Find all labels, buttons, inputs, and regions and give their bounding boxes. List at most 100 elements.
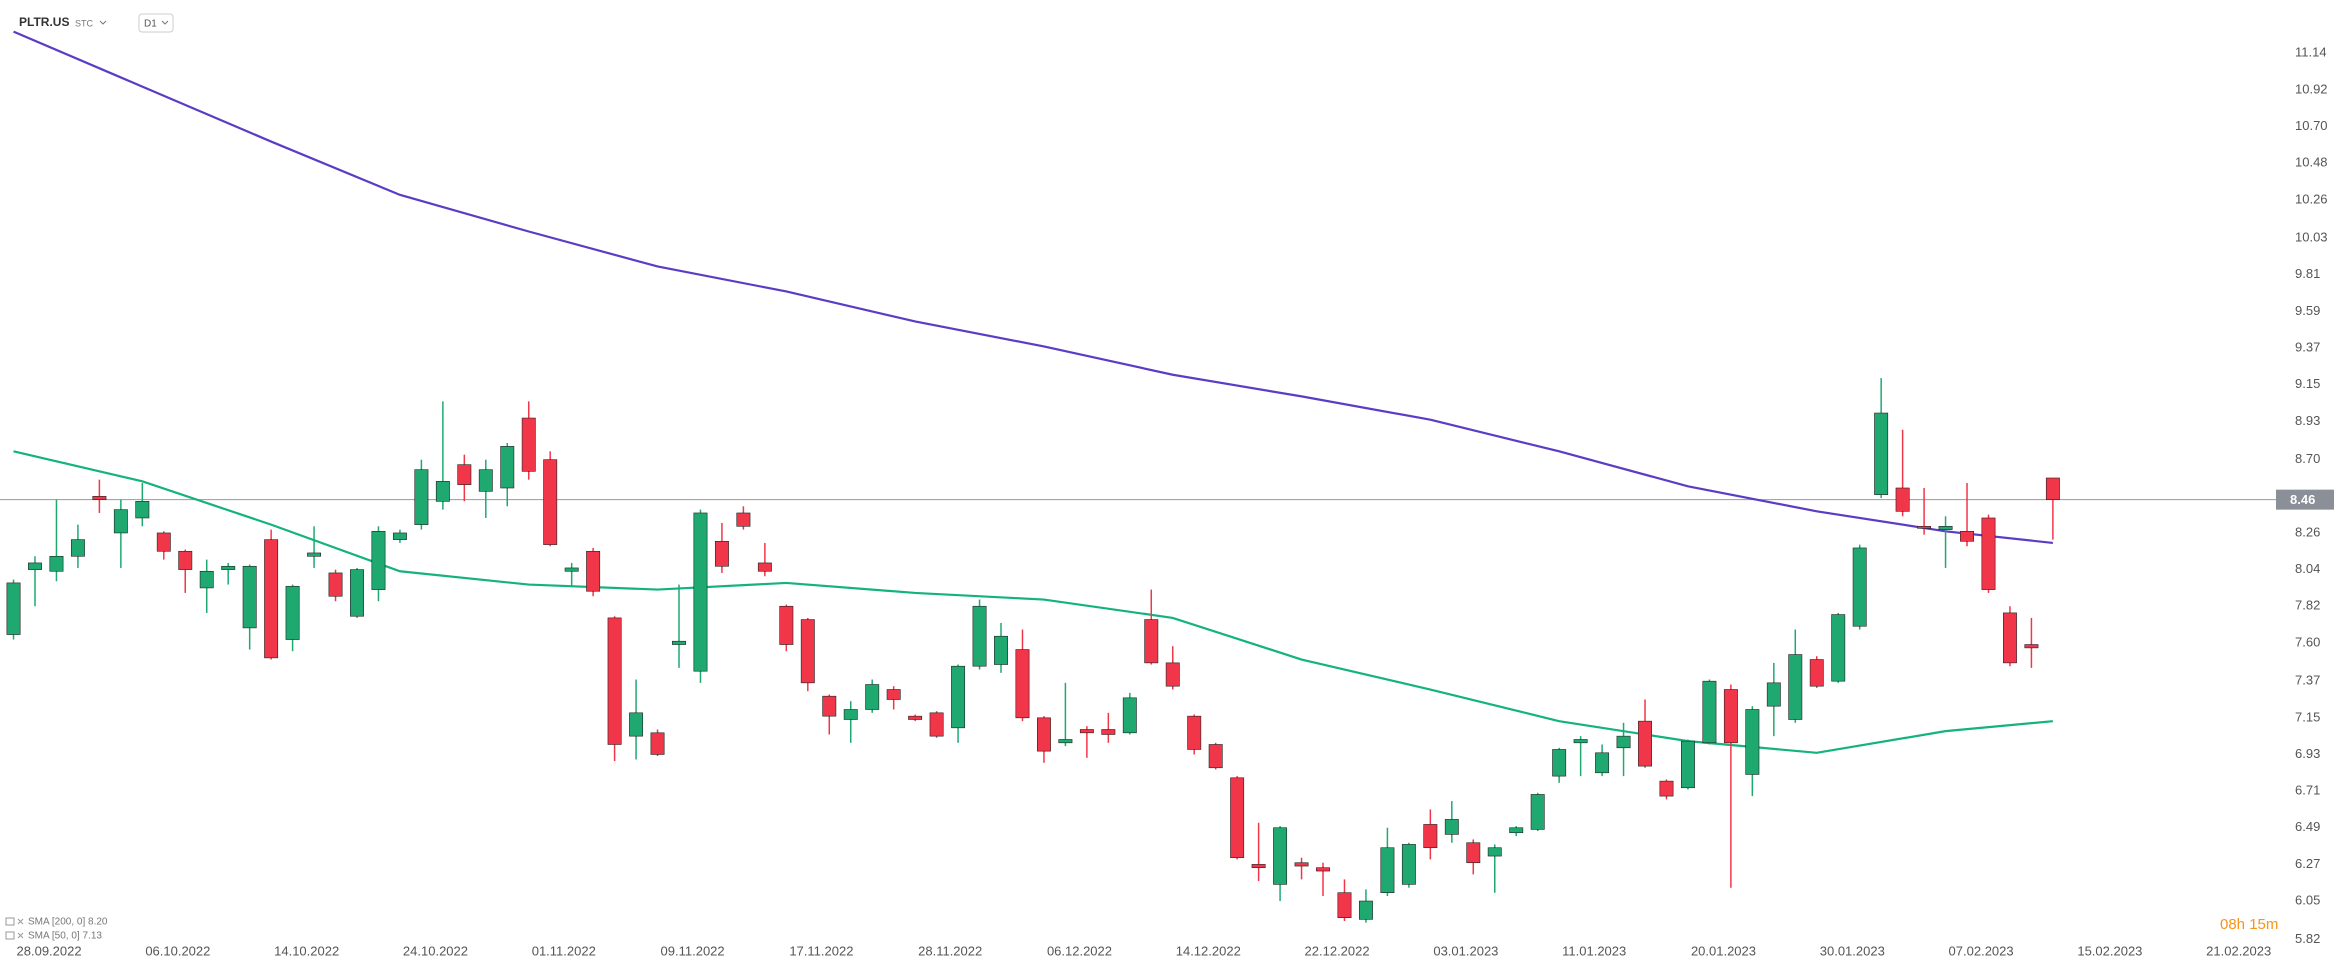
candle-body — [1745, 709, 1760, 775]
candle-body — [1487, 847, 1502, 857]
candle-body — [1144, 619, 1159, 664]
candle-body — [972, 605, 987, 667]
x-tick-label: 03.01.2023 — [1433, 943, 1498, 958]
candle-body — [1015, 649, 1030, 719]
x-tick-label: 06.12.2022 — [1047, 943, 1112, 958]
y-tick-label: 6.49 — [2295, 819, 2320, 834]
candle-body — [199, 570, 214, 589]
y-tick-label: 10.70 — [2295, 118, 2328, 133]
candle-body — [156, 532, 171, 552]
candle-body — [1702, 680, 1717, 744]
y-tick-label: 7.37 — [2295, 673, 2320, 688]
candle-body — [1208, 744, 1223, 769]
candle-body — [1960, 530, 1974, 542]
candle-body — [1938, 525, 1953, 530]
candle-body — [6, 582, 21, 635]
candle-body — [607, 617, 622, 745]
x-tick-label: 01.11.2022 — [532, 943, 596, 958]
y-tick-label: 10.03 — [2295, 230, 2328, 245]
candle-body — [264, 539, 279, 659]
candle-body — [1122, 697, 1137, 734]
y-tick-label: 8.04 — [2295, 561, 2320, 576]
candle-body — [1230, 777, 1245, 859]
candle-body — [392, 532, 407, 540]
x-tick-label: 15.02.2023 — [2077, 943, 2142, 958]
x-tick-label: 24.10.2022 — [403, 943, 468, 958]
candle-body — [908, 715, 923, 720]
candle-body — [28, 562, 42, 570]
legend-close-icon — [17, 918, 24, 925]
x-tick-label: 22.12.2022 — [1305, 943, 1370, 958]
y-tick-label: 5.82 — [2295, 931, 2320, 946]
x-tick-label: 09.11.2022 — [661, 943, 725, 958]
candle-body — [779, 605, 794, 645]
y-tick-label: 9.37 — [2295, 340, 2320, 355]
market-dropdown[interactable] — [99, 20, 107, 25]
candle-body — [1766, 682, 1781, 707]
legend-entry: SMA [200, 0] 8.20 — [28, 917, 108, 928]
candle-body — [1079, 729, 1094, 734]
candle-body — [843, 709, 858, 720]
candle-body — [951, 665, 966, 729]
candle-body — [865, 684, 880, 710]
candle-body — [70, 539, 85, 557]
candle-body — [1809, 659, 1824, 687]
interval[interactable]: D1 — [144, 19, 157, 30]
candle-body — [1638, 720, 1652, 767]
interval-box[interactable] — [138, 13, 174, 33]
y-tick-label: 9.81 — [2295, 266, 2320, 281]
y-tick-label: 8.93 — [2295, 413, 2320, 428]
x-tick-label: 30.01.2023 — [1820, 943, 1885, 958]
candle-body — [1874, 412, 1889, 495]
x-tick-label: 11.01.2023 — [1562, 943, 1626, 958]
y-tick-label: 8.70 — [2295, 451, 2320, 466]
candle-body — [1337, 892, 1352, 918]
x-tick-label: 14.10.2022 — [274, 943, 339, 958]
candle-body — [1831, 614, 1846, 682]
candle-body — [1058, 739, 1073, 744]
y-tick-label: 9.59 — [2295, 303, 2320, 318]
candle-body — [800, 619, 815, 684]
candle-body — [886, 689, 901, 700]
candle-body — [1552, 749, 1567, 777]
legend-icon — [5, 931, 15, 940]
x-tick-label: 20.01.2023 — [1691, 943, 1756, 958]
candle-body — [586, 550, 601, 592]
y-tick-label: 7.60 — [2295, 634, 2320, 649]
candle-body — [1788, 654, 1803, 720]
candle-body — [521, 417, 536, 472]
price-label: 8.46 — [2290, 492, 2315, 507]
candle-body — [478, 469, 493, 492]
candle-body — [1358, 900, 1373, 920]
y-tick-label: 11.14 — [2295, 45, 2327, 60]
y-tick-label: 7.82 — [2295, 598, 2320, 613]
candle-body — [1509, 827, 1524, 834]
candle-body — [328, 572, 343, 597]
candle-body — [1530, 794, 1545, 830]
market[interactable]: STC — [75, 18, 94, 28]
candle-body — [1380, 847, 1395, 894]
candle-body — [693, 512, 708, 672]
sma-line — [13, 30, 2054, 545]
x-tick-label: 07.02.2023 — [1949, 943, 2014, 958]
candle-body — [1251, 864, 1266, 869]
candle-body — [1981, 517, 1996, 590]
candle-body — [1273, 827, 1288, 885]
x-tick-label: 28.11.2022 — [918, 943, 982, 958]
y-tick-label: 10.48 — [2295, 155, 2328, 170]
candle-body — [543, 459, 558, 545]
y-tick-label: 9.15 — [2295, 376, 2320, 391]
candle-body — [1917, 525, 1932, 529]
candle-body — [457, 464, 472, 485]
candle-body — [500, 446, 515, 489]
x-tick-label: 21.02.2023 — [2206, 943, 2271, 958]
candle-body — [1444, 819, 1459, 835]
symbol[interactable]: PLTR.US — [19, 15, 69, 29]
candle-body — [1659, 780, 1674, 797]
candle-body — [1423, 824, 1438, 849]
candle-body — [736, 512, 751, 527]
interval-dropdown — [161, 20, 169, 25]
candle-body — [1680, 740, 1695, 789]
